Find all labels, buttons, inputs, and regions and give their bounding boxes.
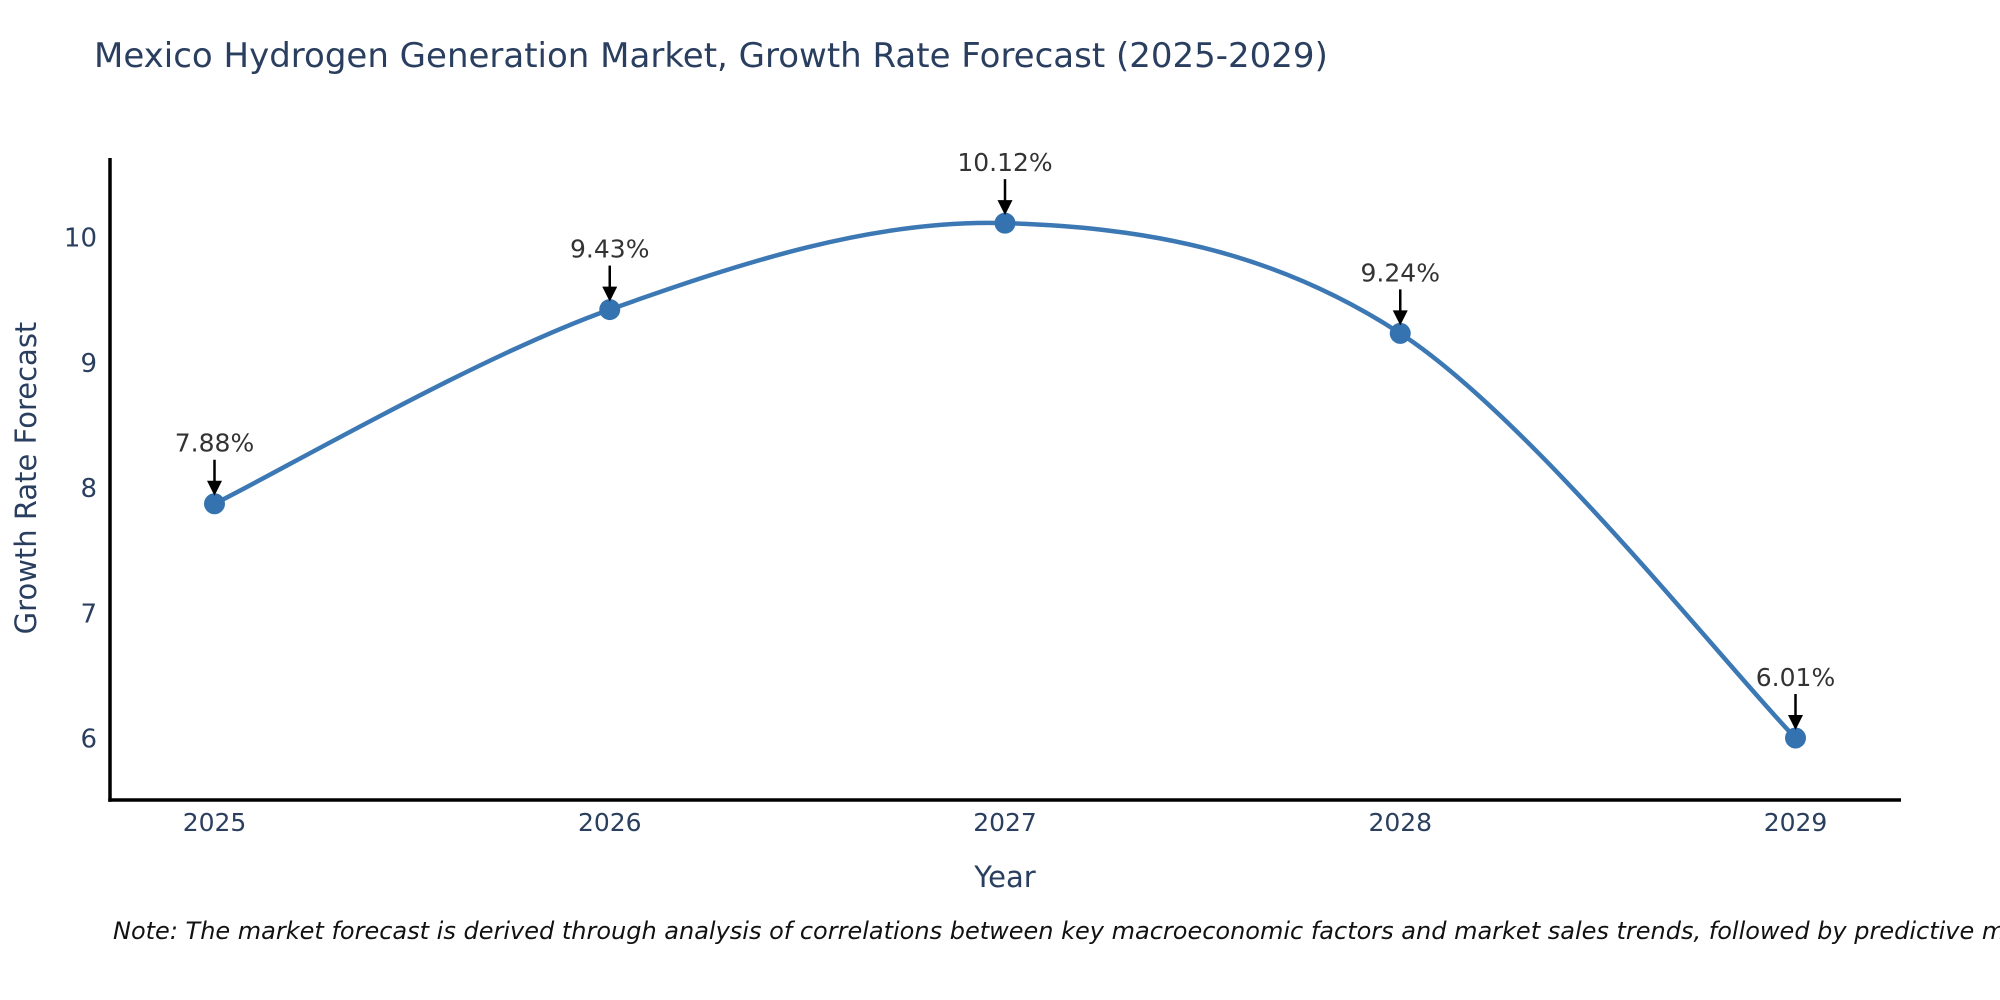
annotation-arrowhead-icon: [602, 286, 618, 302]
x-tick-labels: 2025 2026 2027 2028 2029: [183, 808, 1828, 837]
annotation-arrowhead-icon: [1392, 310, 1408, 326]
annotation-label: 6.01%: [1756, 663, 1835, 692]
x-tick-label: 2025: [183, 808, 247, 837]
data-point-markers: [204, 212, 1806, 749]
data-point-2028: [1389, 322, 1411, 344]
y-tick-label: 6: [80, 725, 97, 755]
annotation-label: 9.24%: [1361, 258, 1440, 287]
y-axis-title: Growth Rate Forecast: [9, 322, 43, 635]
annotation-arrowhead-icon: [207, 480, 222, 496]
y-tick-label: 8: [80, 474, 97, 504]
y-tick-label: 10: [64, 224, 97, 254]
data-point-2026: [599, 299, 621, 321]
annotation-arrowhead-icon: [1788, 714, 1803, 730]
y-tick-labels: 6 7 8 9 10: [64, 224, 97, 755]
data-point-2027: [994, 212, 1016, 234]
chart-title: Mexico Hydrogen Generation Market, Growt…: [94, 36, 1328, 76]
x-axis-title: Year: [973, 860, 1035, 894]
data-point-2029: [1785, 727, 1806, 749]
annotation-label: 10.12%: [957, 148, 1052, 177]
axes: [108, 158, 1901, 802]
x-tick-label: 2026: [578, 808, 642, 837]
x-tick-label: 2029: [1764, 808, 1828, 837]
data-point-2025: [204, 493, 225, 515]
y-tick-label: 9: [80, 349, 97, 379]
y-tick-label: 7: [80, 599, 97, 629]
x-tick-label: 2028: [1368, 808, 1432, 837]
point-annotations: 7.88% 9.43% 10.12% 9.24% 6.01%: [175, 148, 1835, 730]
annotation-arrowhead-icon: [997, 200, 1013, 216]
annotation-label: 9.43%: [570, 235, 649, 264]
annotation-label: 7.88%: [175, 429, 254, 458]
series-line: [212, 220, 1798, 741]
footnote: Note: The market forecast is derived thr…: [113, 917, 2000, 945]
x-tick-label: 2027: [973, 808, 1037, 837]
